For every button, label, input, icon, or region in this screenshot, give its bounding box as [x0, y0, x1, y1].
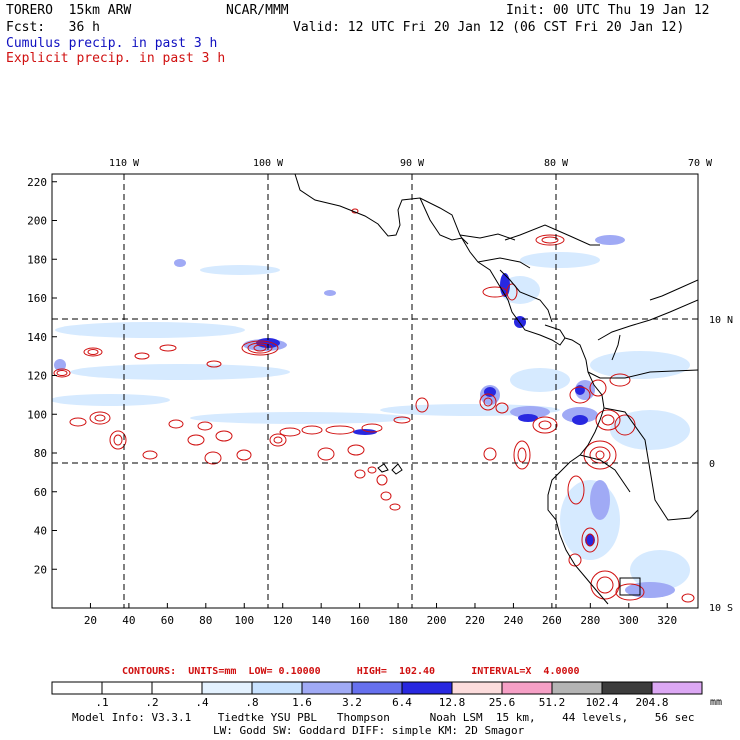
y-tick-label: 80	[34, 447, 47, 460]
colorbar-label: 3.2	[342, 696, 362, 709]
colorbar-swatch	[101, 681, 153, 695]
colorbar-label: 6.4	[392, 696, 412, 709]
colorbar-swatch	[251, 681, 303, 695]
explicit-legend: Explicit precip. in past 3 h	[6, 51, 226, 66]
colorbar: .1 .2 .4 .8 1.6 3.2 6.4 12.8 25.6 51.2 102.4 204.8	[51, 681, 703, 709]
x-tick-label: 280	[580, 614, 600, 627]
cumulus-legend: Cumulus precip. in past 3 h	[6, 36, 218, 51]
lat-label-10s: 10 S	[709, 603, 733, 614]
colorbar-swatch	[601, 681, 653, 695]
y-tick-label: 220	[27, 176, 47, 189]
lat-label-0: 0	[709, 459, 715, 470]
x-tick-label: 180	[388, 614, 408, 627]
lon-label-80w: 80 W	[544, 158, 569, 169]
explicit-precip-contours	[53, 208, 695, 603]
lon-label-100w: 100 W	[253, 158, 284, 169]
y-axis-tick-labels: 220 200 180 160 140 120 100 80 60 40 20	[27, 176, 47, 577]
latitude-labels: 10 N 0 10 S	[709, 315, 733, 614]
y-tick-label: 200	[27, 215, 47, 228]
x-tick-label: 300	[619, 614, 639, 627]
model-title: TORERO 15km ARW	[6, 3, 132, 18]
y-tick-label: 100	[27, 408, 47, 421]
contour-info: CONTOURS: UNITS=mm LOW= 0.10000 HIGH= 10…	[122, 666, 580, 677]
colorbar-label: .1	[95, 696, 108, 709]
colorbar-swatch	[551, 681, 603, 695]
colorbar-swatch	[301, 681, 353, 695]
lon-label-110w: 110 W	[109, 158, 140, 169]
x-tick-label: 260	[542, 614, 562, 627]
colorbar-swatch	[501, 681, 553, 695]
lon-label-70w: 70 W	[688, 158, 713, 169]
x-tick-label: 200	[427, 614, 447, 627]
model-info: Model Info: V3.3.1 Tiedtke YSU PBL Thomp…	[72, 711, 695, 724]
latlon-grid	[52, 174, 698, 608]
x-axis-ticks	[89, 603, 668, 608]
cumulus-precip-field	[52, 235, 690, 598]
init-time: Init: 00 UTC Thu 19 Jan 12	[506, 3, 710, 18]
forecast-hour: Fcst: 36 h	[6, 20, 100, 35]
x-tick-label: 40	[122, 614, 135, 627]
lat-label-10n: 10 N	[709, 315, 733, 326]
colorbar-label: 25.6	[489, 696, 516, 709]
colorbar-swatch	[51, 681, 103, 695]
x-tick-label: 240	[503, 614, 523, 627]
y-tick-label: 180	[27, 253, 47, 266]
x-tick-label: 20	[84, 614, 97, 627]
colorbar-swatch	[201, 681, 253, 695]
coastlines	[294, 174, 698, 605]
y-tick-label: 40	[34, 525, 47, 538]
x-tick-label: 60	[161, 614, 174, 627]
y-axis-ticks	[52, 181, 57, 570]
y-tick-label: 60	[34, 486, 47, 499]
x-tick-label: 80	[199, 614, 212, 627]
colorbar-label: 51.2	[539, 696, 566, 709]
x-tick-label: 140	[311, 614, 331, 627]
x-tick-label: 120	[273, 614, 293, 627]
x-tick-label: 320	[657, 614, 677, 627]
center-label: NCAR/MMM	[226, 3, 289, 18]
x-tick-label: 160	[350, 614, 370, 627]
colorbar-swatch	[451, 681, 503, 695]
y-tick-label: 160	[27, 292, 47, 305]
colorbar-label: 102.4	[585, 696, 618, 709]
valid-time: Valid: 12 UTC Fri 20 Jan 12 (06 CST Fri …	[293, 20, 685, 35]
colorbar-swatch	[651, 681, 703, 695]
colorbar-label: 12.8	[439, 696, 466, 709]
colorbar-unit: mm	[710, 697, 722, 708]
colorbar-swatch	[351, 681, 403, 695]
y-tick-label: 120	[27, 370, 47, 383]
colorbar-label: 1.6	[292, 696, 312, 709]
longitude-labels: 110 W 100 W 90 W 80 W 70 W	[109, 158, 713, 169]
colorbar-swatch	[151, 681, 203, 695]
y-tick-label: 20	[34, 563, 47, 576]
colorbar-label: .2	[145, 696, 158, 709]
colorbar-label: .8	[245, 696, 258, 709]
x-tick-label: 100	[234, 614, 254, 627]
lon-label-90w: 90 W	[400, 158, 425, 169]
colorbar-swatch	[401, 681, 453, 695]
colorbar-label: 204.8	[635, 696, 668, 709]
x-axis-tick-labels: 20 40 60 80 100 120 140 160 180 200 220 240 260 280 30…	[84, 614, 677, 627]
y-tick-label: 140	[27, 331, 47, 344]
physics-info: LW: Godd SW: Goddard DIFF: simple KM: 2D…	[213, 724, 525, 737]
x-tick-label: 220	[465, 614, 485, 627]
colorbar-label: .4	[195, 696, 209, 709]
plot-frame	[51, 173, 699, 609]
